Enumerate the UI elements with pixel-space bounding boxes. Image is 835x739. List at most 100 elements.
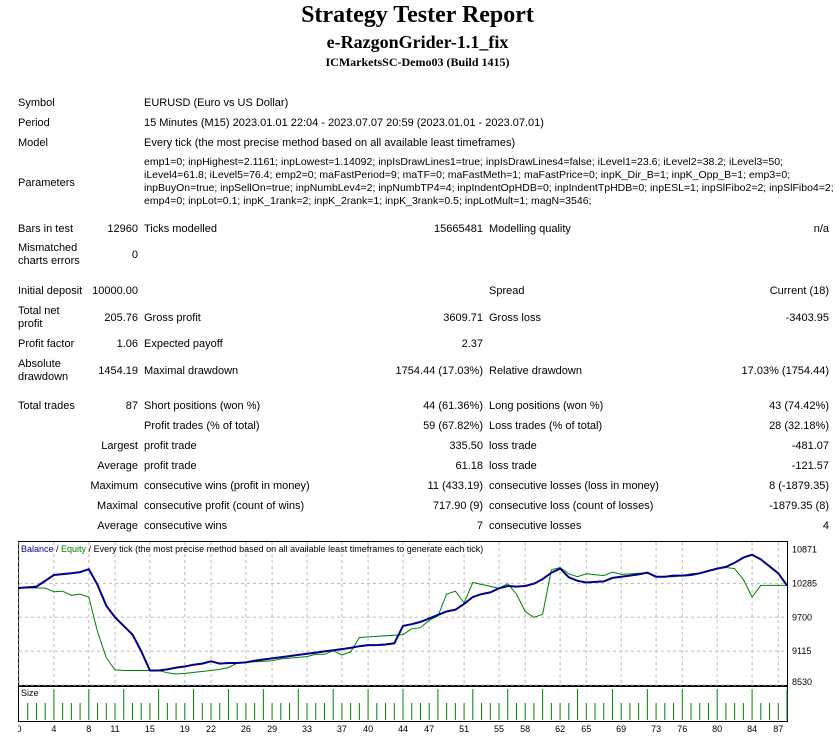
x-tick-label: 40 xyxy=(363,724,373,734)
mismatch-label: Mismatched charts errors xyxy=(18,242,80,267)
max-cons-losses-value: 8 (-1879.35) xyxy=(769,480,829,492)
legend-rest: / Every tick (the most precise method ba… xyxy=(86,544,483,554)
maximal-drawdown-label: Maximal drawdown xyxy=(144,365,239,377)
ticks-label: Ticks modelled xyxy=(144,223,217,235)
x-tick-label: 26 xyxy=(241,724,251,734)
quality-label: Modelling quality xyxy=(489,223,571,235)
period-value: 15 Minutes (M15) 2023.01.01 22:04 - 2023… xyxy=(144,117,544,129)
x-tick-label: 47 xyxy=(424,724,434,734)
symbol-label: Symbol xyxy=(18,97,55,109)
largest-profit-label: profit trade xyxy=(144,440,197,452)
gross-profit-label: Gross profit xyxy=(144,312,201,324)
y-axis-ticks: 10871 10285 9700 9115 8530 xyxy=(792,544,817,687)
average-profit-value: 61.18 xyxy=(455,460,483,472)
maximal-drawdown-value: 1754.44 (17.03%) xyxy=(395,365,483,377)
spread-label: Spread xyxy=(489,285,525,297)
average-profit-label: profit trade xyxy=(144,460,197,472)
legend-balance: Balance xyxy=(21,544,54,554)
average-loss-label: loss trade xyxy=(489,460,537,472)
size-label: Size xyxy=(21,688,39,698)
x-tick-label: 44 xyxy=(398,724,408,734)
maximal-label: Maximal xyxy=(97,500,138,512)
avg-cons-losses-value: 4 xyxy=(822,520,829,532)
x-tick-label: 58 xyxy=(520,724,530,734)
absolute-drawdown-label: Absolute drawdown xyxy=(18,358,69,383)
x-tick-label: 8 xyxy=(86,724,91,734)
maximal-loss-value: -1879.35 (8) xyxy=(769,500,829,512)
server-build: ICMarketsSC-Demo03 (Build 1415) xyxy=(325,55,510,69)
average-label: Average xyxy=(97,460,138,472)
x-tick-label: 11 xyxy=(110,724,119,734)
short-positions-value: 44 (61.36%) xyxy=(423,400,483,412)
relative-drawdown-value: 17.03% (1754.44) xyxy=(741,365,829,377)
deposit-label: Initial deposit xyxy=(18,285,83,297)
legend-sep: / xyxy=(54,544,62,554)
avg-cons-losses-label: consecutive losses xyxy=(489,520,582,532)
x-tick-label: 80 xyxy=(712,724,722,734)
period-label: Period xyxy=(18,117,50,129)
bars-value: 12960 xyxy=(107,223,138,235)
x-tick-label: 69 xyxy=(616,724,626,734)
largest-loss-label: loss trade xyxy=(489,440,537,452)
expected-payoff-value: 2.37 xyxy=(461,338,483,350)
x-tick-label: 29 xyxy=(267,724,277,734)
size-bars xyxy=(27,689,788,720)
maximal-profit-value: 717.90 (9) xyxy=(432,500,483,512)
absolute-drawdown-value: 1454.19 xyxy=(98,365,138,377)
expected-payoff-label: Expected payoff xyxy=(144,338,223,350)
chart-legend: Balance / Equity / Every tick (the most … xyxy=(21,544,483,554)
gross-loss-label: Gross loss xyxy=(489,312,541,324)
x-tick-label: 84 xyxy=(747,724,757,734)
long-positions-value: 43 (74.42%) xyxy=(769,400,829,412)
quality-value: n/a xyxy=(813,223,829,235)
x-tick-label: 19 xyxy=(180,724,190,734)
total-trades-label: Total trades xyxy=(18,400,75,412)
chart-grid xyxy=(18,542,787,686)
max-cons-losses-label: consecutive losses (loss in money) xyxy=(489,480,659,492)
y-tick-label: 9700 xyxy=(792,612,812,622)
x-tick-label: 37 xyxy=(337,724,347,734)
y-tick-label: 8530 xyxy=(792,677,812,687)
bars-label: Bars in test xyxy=(18,223,74,235)
relative-drawdown-label: Relative drawdown xyxy=(489,365,582,377)
deposit-value: 10000.00 xyxy=(92,285,138,297)
expert-name: e-RazgonGrider-1.1_fix xyxy=(326,32,509,52)
gross-loss-value: -3403.95 xyxy=(785,312,829,324)
loss-trades-value: 28 (32.18%) xyxy=(769,420,829,432)
profit-factor-label: Profit factor xyxy=(18,338,75,350)
profit-factor-value: 1.06 xyxy=(116,338,138,350)
y-tick-label: 10871 xyxy=(792,544,817,554)
x-tick-label: 22 xyxy=(206,724,216,734)
mismatch-value: 0 xyxy=(131,249,138,261)
avg-cons-label: Average xyxy=(97,520,138,532)
x-tick-label: 0 xyxy=(18,724,22,734)
largest-loss-value: -481.07 xyxy=(791,440,829,452)
avg-cons-wins-label: consecutive wins xyxy=(144,520,228,532)
x-tick-label: 87 xyxy=(773,724,783,734)
maximal-loss-label: consecutive loss (count of losses) xyxy=(489,500,654,512)
y-tick-label: 9115 xyxy=(792,646,811,656)
loss-trades-label: Loss trades (% of total) xyxy=(489,420,603,432)
model-label: Model xyxy=(18,137,48,149)
balance-line xyxy=(18,553,788,672)
net-profit-label: Total net profit xyxy=(18,305,60,330)
x-tick-label: 65 xyxy=(581,724,591,734)
gross-profit-value: 3609.71 xyxy=(443,312,483,324)
maximal-profit-label: consecutive profit (count of wins) xyxy=(144,500,305,512)
profit-trades-value: 59 (67.82%) xyxy=(423,420,483,432)
maximum-label: Maximum xyxy=(90,480,138,492)
x-tick-label: 15 xyxy=(145,724,155,734)
spread-value: Current (18) xyxy=(769,285,829,297)
balance-equity-chart: Balance / Equity / Every tick (the most … xyxy=(18,541,817,734)
model-value: Every tick (the most precise method base… xyxy=(144,137,516,149)
report-title: Strategy Tester Report xyxy=(301,2,534,28)
short-positions-label: Short positions (won %) xyxy=(144,400,261,412)
net-profit-value: 205.76 xyxy=(104,312,138,324)
parameters-value: emp1=0; inpHighest=2.1161; inpLowest=1.1… xyxy=(144,156,834,207)
max-cons-wins-label: consecutive wins (profit in money) xyxy=(144,480,310,492)
largest-label: Largest xyxy=(101,440,138,452)
parameters-label: Parameters xyxy=(18,177,75,189)
x-tick-label: 73 xyxy=(651,724,661,734)
y-tick-label: 10285 xyxy=(792,578,817,588)
symbol-value: EURUSD (Euro vs US Dollar) xyxy=(144,97,289,109)
